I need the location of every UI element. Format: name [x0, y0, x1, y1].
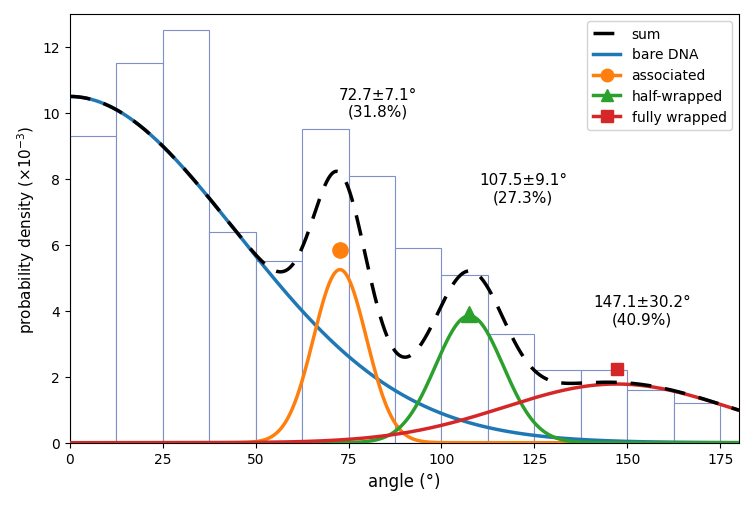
Bar: [348, 176, 395, 443]
Bar: [581, 371, 627, 443]
Bar: [116, 64, 163, 443]
Bar: [395, 248, 442, 443]
Text: 107.5±9.1°
(27.3%): 107.5±9.1° (27.3%): [480, 173, 567, 206]
Bar: [535, 371, 581, 443]
Bar: [627, 390, 674, 443]
Bar: [209, 232, 256, 443]
Bar: [163, 31, 209, 443]
Bar: [256, 262, 302, 443]
Y-axis label: probability density ($\times 10^{-3}$): probability density ($\times 10^{-3}$): [15, 125, 37, 333]
Text: 147.1±30.2°
(40.9%): 147.1±30.2° (40.9%): [593, 295, 691, 327]
Bar: [302, 130, 348, 443]
Bar: [674, 403, 720, 443]
Bar: [69, 137, 116, 443]
Text: 72.7±7.1°
(31.8%): 72.7±7.1° (31.8%): [339, 87, 418, 120]
Bar: [488, 334, 535, 443]
Bar: [442, 275, 488, 443]
Legend: sum, bare DNA, associated, half-wrapped, fully wrapped: sum, bare DNA, associated, half-wrapped,…: [587, 22, 732, 131]
X-axis label: angle (°): angle (°): [368, 472, 440, 490]
